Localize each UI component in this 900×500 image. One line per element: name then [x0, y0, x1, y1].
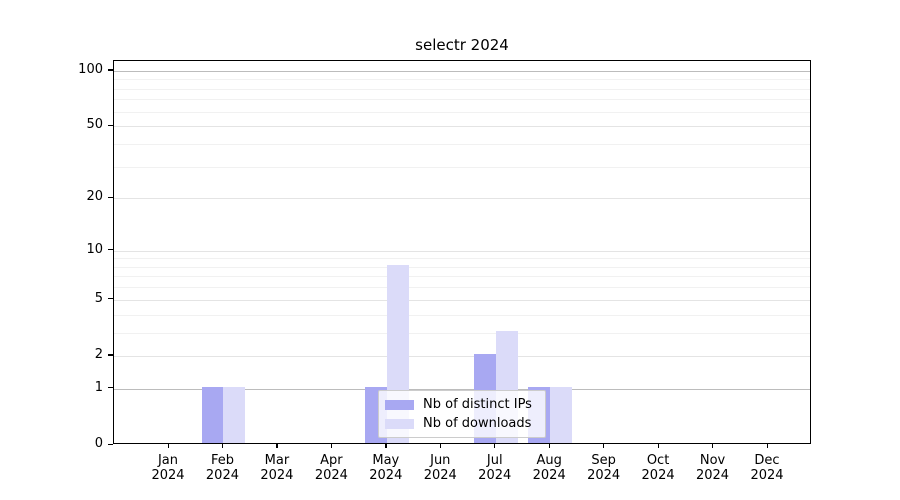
x-tick-label-line: Jun	[430, 453, 451, 468]
bar-downloads-feb-2024	[223, 386, 246, 443]
x-tick-mark	[385, 444, 387, 448]
x-tick-label-line: 2024	[641, 468, 675, 483]
y-minor-gridline	[114, 111, 810, 113]
y-tick-label: 10	[86, 241, 103, 257]
x-tick-label-line: 2024	[478, 468, 512, 483]
x-tick-label: Apr 2024	[299, 453, 363, 483]
y-tick-mark	[108, 196, 113, 198]
y-tick-label: 5	[94, 290, 103, 306]
y-minor-gridline	[114, 166, 810, 168]
x-tick-label: Aug 2024	[517, 453, 581, 483]
x-tick-label-line: Feb	[210, 453, 234, 468]
x-tick-label: Jan 2024	[136, 453, 200, 483]
x-tick-label: Dec 2024	[735, 453, 799, 483]
plot-area	[113, 60, 811, 444]
y-major-gridline	[114, 198, 810, 200]
y-tick-label: 1	[94, 379, 103, 395]
y-tick-label: 2	[94, 346, 103, 362]
x-tick-label-line: Sep	[591, 453, 616, 468]
x-tick-label-line: 2024	[750, 468, 784, 483]
bar-downloads-aug-2024	[550, 386, 572, 443]
y-tick-mark	[108, 354, 113, 356]
x-tick-mark	[167, 444, 169, 448]
y-tick-mark	[108, 443, 113, 445]
x-tick-mark	[766, 444, 768, 448]
y-minor-gridline	[114, 143, 810, 145]
y-major-gridline	[114, 70, 810, 72]
x-tick-label-line: 2024	[587, 468, 621, 483]
x-tick-label: Oct 2024	[626, 453, 690, 483]
x-tick-mark	[603, 444, 605, 448]
y-tick-label: 0	[94, 436, 103, 451]
y-tick-label: 50	[86, 117, 103, 133]
x-tick-label-line: 2024	[260, 468, 294, 483]
y-tick-mark	[108, 387, 113, 389]
legend-label-downloads: Nb of downloads	[423, 416, 532, 431]
y-tick-mark	[108, 69, 113, 71]
x-tick-label-line: 2024	[314, 468, 348, 483]
chart-title: selectr 2024	[415, 36, 509, 54]
legend-swatch-downloads	[385, 418, 414, 429]
x-tick-mark	[548, 444, 550, 448]
legend: Nb of distinct IPs Nb of downloads	[378, 390, 546, 438]
y-tick-label: 100	[78, 61, 103, 77]
y-major-gridline	[114, 250, 810, 252]
legend-swatch-distinct-ips	[385, 399, 414, 410]
y-minor-gridline	[114, 99, 810, 101]
x-tick-label: Jun 2024	[408, 453, 472, 483]
x-tick-label: Nov 2024	[681, 453, 745, 483]
x-tick-mark	[494, 444, 496, 448]
x-tick-label-line: Oct	[646, 453, 670, 468]
x-tick-label: May 2024	[354, 453, 418, 483]
x-tick-label-line: Mar	[264, 453, 290, 468]
y-major-gridline	[114, 126, 810, 128]
y-minor-gridline	[114, 287, 810, 289]
y-major-gridline	[114, 355, 810, 357]
legend-item-downloads: Nb of downloads	[385, 416, 539, 431]
x-tick-label: Feb 2024	[190, 453, 254, 483]
x-tick-mark	[712, 444, 714, 448]
x-tick-label-line: Jan	[157, 453, 179, 468]
x-tick-label-line: 2024	[369, 468, 403, 483]
bar-distinct-ips-feb-2024	[201, 386, 224, 443]
x-tick-mark	[276, 444, 278, 448]
x-tick-label-line: Nov	[699, 453, 726, 468]
y-minor-gridline	[114, 314, 810, 316]
legend-label-distinct-ips: Nb of distinct IPs	[423, 397, 532, 412]
x-tick-label-line: Aug	[536, 453, 562, 468]
y-minor-gridline	[114, 258, 810, 260]
x-tick-label: Jul 2024	[463, 453, 527, 483]
y-major-gridline	[114, 388, 810, 390]
x-tick-label-line: Dec	[754, 453, 780, 468]
x-tick-label-line: Apr	[320, 453, 343, 468]
x-tick-label-line: 2024	[205, 468, 239, 483]
x-tick-label-line: 2024	[532, 468, 566, 483]
legend-item-distinct-ips: Nb of distinct IPs	[385, 397, 539, 412]
y-minor-gridline	[114, 332, 810, 334]
x-tick-label-line: 2024	[151, 468, 185, 483]
x-tick-mark	[439, 444, 441, 448]
y-minor-gridline	[114, 88, 810, 90]
x-tick-mark	[330, 444, 333, 448]
x-tick-label: Sep 2024	[572, 453, 636, 483]
y-tick-label: 20	[86, 189, 103, 205]
y-major-gridline	[114, 299, 810, 301]
x-tick-label-line: Jul	[486, 453, 503, 468]
y-minor-gridline	[114, 79, 810, 81]
y-minor-gridline	[114, 266, 810, 268]
y-tick-mark	[108, 249, 113, 251]
x-tick-label-line: 2024	[695, 468, 730, 483]
x-tick-label-line: 2024	[423, 468, 457, 483]
y-tick-mark	[108, 124, 113, 126]
x-tick-mark	[221, 444, 224, 448]
y-minor-gridline	[114, 276, 810, 278]
y-tick-mark	[108, 298, 113, 300]
x-tick-label-line: May	[372, 453, 400, 468]
x-tick-label: Mar 2024	[245, 453, 309, 483]
x-tick-mark	[657, 444, 659, 448]
